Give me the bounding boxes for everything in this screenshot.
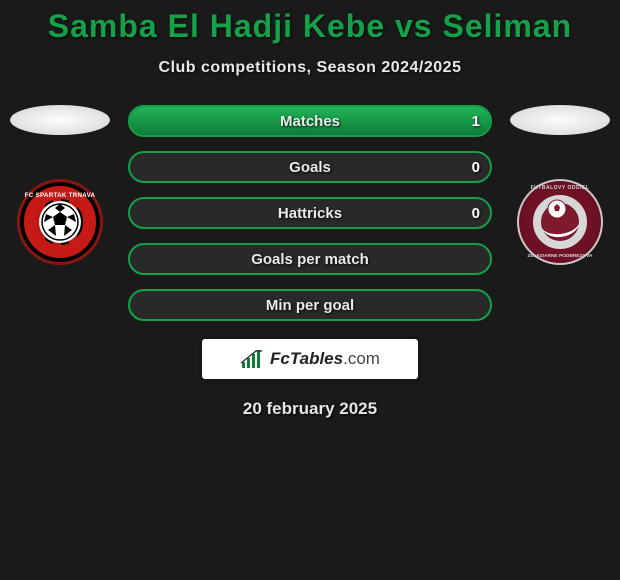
- stat-row: Hattricks 0: [128, 197, 492, 229]
- stat-label: Goals: [289, 159, 331, 176]
- brand-text: FcTables.com: [270, 349, 380, 369]
- stat-label: Matches: [280, 113, 340, 130]
- comparison-row: FC SPARTAK TRNAVA Matches1Goals0Hattrick…: [0, 105, 620, 321]
- soccer-ball-icon: [547, 199, 567, 219]
- right-crest-text-bottom: ZELEZIARNE PODBREZOVA: [519, 181, 601, 263]
- stat-value-right: 0: [472, 159, 480, 176]
- brand-domain: .com: [343, 349, 380, 368]
- stat-value-right: 0: [472, 205, 480, 222]
- brand-name: FcTables: [270, 349, 343, 368]
- stat-row: Min per goal: [128, 289, 492, 321]
- stat-label: Hattricks: [278, 205, 342, 222]
- stat-row: Matches 1: [128, 105, 492, 137]
- stats-column: Matches 1 Goals 0 Hattricks 0 Goals per match M…: [110, 105, 510, 321]
- right-club-crest: FUTBALOVY ODDIEL ZELEZIARNE PODBREZOVA: [517, 179, 603, 265]
- stat-label: Goals per match: [251, 251, 369, 268]
- page-title: Samba El Hadji Kebe vs Seliman: [0, 0, 620, 45]
- right-player-placeholder: [510, 105, 610, 135]
- brand-watermark[interactable]: FcTables.com: [202, 339, 418, 379]
- bar-chart-icon: [240, 348, 266, 370]
- left-club-crest: FC SPARTAK TRNAVA: [17, 179, 103, 265]
- subtitle: Club competitions, Season 2024/2025: [0, 59, 620, 77]
- stat-label: Min per goal: [266, 297, 354, 314]
- stat-value-right: 1: [472, 113, 480, 130]
- stat-row: Goals 0: [128, 151, 492, 183]
- stat-row: Goals per match: [128, 243, 492, 275]
- left-player-placeholder: [10, 105, 110, 135]
- left-player-column: FC SPARTAK TRNAVA: [10, 105, 110, 265]
- right-player-column: FUTBALOVY ODDIEL ZELEZIARNE PODBREZOVA: [510, 105, 610, 265]
- soccer-ball-icon: [40, 202, 80, 242]
- date-text: 20 february 2025: [0, 399, 620, 419]
